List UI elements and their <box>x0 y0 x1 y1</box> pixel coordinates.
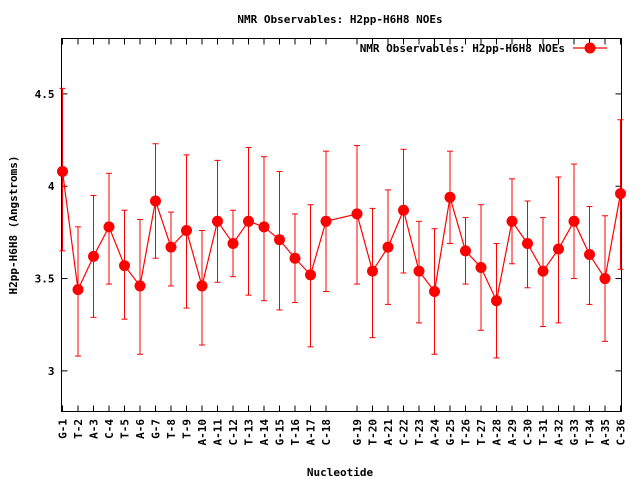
y-tick-label: 3 <box>48 365 55 378</box>
x-tick-label: C-36 <box>615 419 628 446</box>
y-axis-label: H2pp-H6H8 (Angstroms) <box>7 155 20 294</box>
x-tick-label: A-3 <box>88 419 101 439</box>
x-tick-label: A-29 <box>506 419 519 446</box>
data-point <box>537 265 549 277</box>
x-tick-label: T-31 <box>537 419 550 446</box>
x-tick-label: G-25 <box>444 419 457 446</box>
y-tick-label: 4.5 <box>35 88 55 101</box>
x-tick-label: G-33 <box>568 419 581 446</box>
data-point <box>398 204 409 216</box>
x-axis-label: Nucleotide <box>307 466 374 479</box>
x-tick-label: A-17 <box>305 419 318 446</box>
x-tick-label: A-32 <box>553 419 566 446</box>
x-tick-label: A-35 <box>599 419 612 446</box>
data-point <box>212 215 223 227</box>
data-point <box>57 165 68 177</box>
y-tick-label: 4 <box>48 180 55 193</box>
x-tick-label: A-10 <box>196 419 209 446</box>
x-tick-label: T-26 <box>460 419 473 446</box>
x-axis: G-1 T-2 A-3 C-4 T-5 A-6 G-7 T-8 T-9 A-10 A-11 C-12 T… <box>57 38 628 446</box>
x-tick-label: G-1 <box>57 419 70 439</box>
x-tick-label: A-14 <box>258 419 271 446</box>
data-point <box>413 265 425 277</box>
x-tick-label: T-13 <box>243 419 256 446</box>
data-point <box>615 188 626 200</box>
data-point <box>88 250 99 262</box>
x-tick-label: A-24 <box>429 419 442 446</box>
x-tick-label: C-12 <box>227 419 240 446</box>
data-point <box>72 284 84 296</box>
chart-title: NMR Observables: H2pp-H6H8 NOEs <box>237 13 442 26</box>
y-axis: 3 3.5 4 4.5 <box>35 88 622 378</box>
data-point <box>150 195 161 207</box>
x-tick-label: T-5 <box>119 419 132 439</box>
data-point <box>506 215 518 227</box>
data-point <box>444 191 456 203</box>
x-tick-label: G-7 <box>150 419 163 439</box>
x-tick-label: C-4 <box>103 419 116 439</box>
data-point <box>553 243 564 255</box>
x-tick-label: T-34 <box>584 419 597 446</box>
data-point <box>460 245 471 257</box>
x-tick-label: C-30 <box>522 419 535 446</box>
data-point <box>181 225 192 237</box>
legend-label: NMR Observables: H2pp-H6H8 NOEs <box>360 42 565 55</box>
series-noe <box>57 87 626 359</box>
data-point <box>227 237 239 249</box>
series-line <box>61 171 622 303</box>
x-tick-label: C-18 <box>320 419 333 446</box>
data-point <box>274 234 285 246</box>
data-point <box>165 241 177 253</box>
legend: NMR Observables: H2pp-H6H8 NOEs <box>360 42 607 55</box>
data-point <box>367 265 378 277</box>
data-point <box>382 241 394 253</box>
data-point <box>491 295 502 307</box>
data-point <box>429 285 440 297</box>
x-tick-label: C-22 <box>398 419 411 446</box>
data-point <box>103 221 115 233</box>
data-point <box>258 221 270 233</box>
x-tick-label: A-11 <box>212 419 225 446</box>
x-tick-label: T-16 <box>289 419 302 446</box>
data-point <box>568 215 580 227</box>
data-point <box>119 260 130 272</box>
data-point <box>305 269 316 281</box>
data-point <box>196 280 208 292</box>
x-tick-label: A-21 <box>382 419 395 446</box>
data-point <box>320 215 332 227</box>
x-tick-label: T-20 <box>367 419 380 446</box>
plot-frame <box>61 38 622 412</box>
data-point <box>351 208 363 220</box>
x-tick-label: T-23 <box>413 419 426 446</box>
x-tick-label: G-19 <box>351 419 364 446</box>
x-tick-label: T-27 <box>475 419 488 446</box>
x-tick-label: G-15 <box>274 419 287 446</box>
data-point <box>522 237 533 249</box>
x-tick-label: T-8 <box>165 419 178 439</box>
y-tick-label: 3.5 <box>35 273 55 286</box>
data-point <box>475 261 487 273</box>
data-point <box>584 249 595 261</box>
legend-marker <box>584 42 596 54</box>
data-point <box>289 252 301 264</box>
x-tick-label: T-9 <box>181 419 194 439</box>
x-tick-label: A-6 <box>134 419 147 439</box>
data-point <box>599 273 611 285</box>
data-point <box>134 280 146 292</box>
x-tick-label: T-2 <box>72 419 85 439</box>
x-tick-label: A-28 <box>491 419 504 446</box>
data-point <box>243 215 254 227</box>
